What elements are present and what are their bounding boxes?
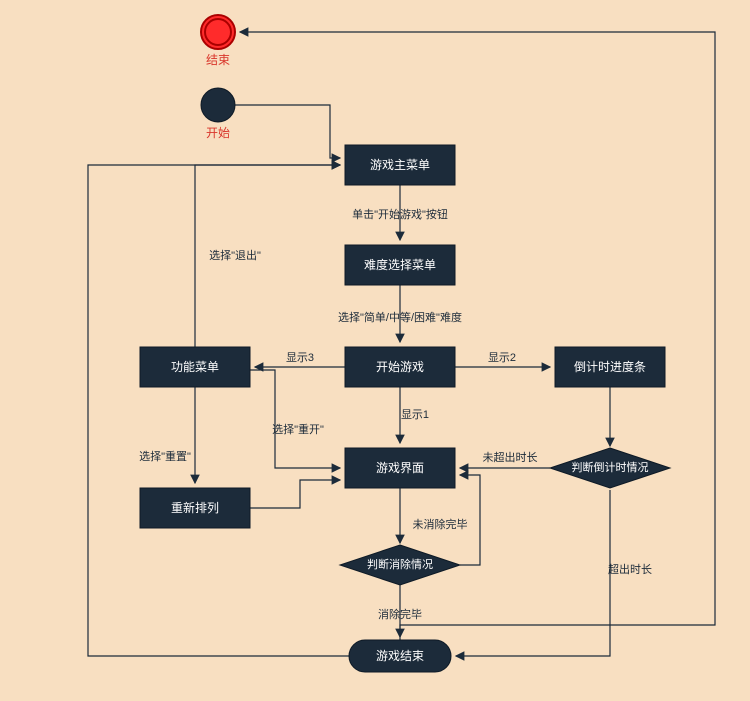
node-check_time: 判断倒计时情况 [550,448,670,488]
edge-label-diff-start: 选择"简单/中等/困难"难度 [338,310,462,324]
node-start_game: 开始游戏 [345,347,455,387]
edge-label-func-restart-ui: 选择"重开" [272,422,324,436]
edge-label-start-func: 显示3 [286,351,314,364]
edge-label-clear-done-over: 消除完毕 [378,607,422,621]
edge-check-out-over [456,490,610,656]
svg-text:判断倒计时情况: 判断倒计时情况 [572,460,649,474]
svg-text:倒计时进度条: 倒计时进度条 [574,359,646,374]
edge-start-main [235,105,340,158]
nodes-layer: 结束开始游戏主菜单难度选择菜单开始游戏 功能菜单 倒计时进度条游戏界面重新排列判断消… [140,15,670,672]
edge-over-main-loop [88,165,349,656]
svg-text:判断消除情况: 判断消除情况 [367,557,433,571]
node-game_ui: 游戏界面 [345,448,455,488]
node-reshuffle: 重新排列 [140,488,250,528]
flowchart-canvas: 单击"开始游戏"按钮选择"简单/中等/困难"难度显示3 显示2 显示1 选择"退出" 选… [0,0,750,701]
start-label: 开始 [206,126,230,140]
svg-text:功能菜单: 功能菜单 [171,360,219,374]
edge-over-end [240,32,715,640]
edge-label-clear-not-ui: 未消除完毕 [413,517,468,531]
node-timer_bar: 倒计时进度条 [555,347,665,387]
edge-label-start-ui: 显示1 [401,408,429,421]
svg-text:重新排列: 重新排列 [171,500,219,515]
edge-reshuffle-ui [250,480,340,508]
edge-label-start-timer: 显示2 [488,351,516,364]
node-start: 开始 [201,88,235,140]
svg-text:游戏结束: 游戏结束 [376,649,424,663]
svg-text:开始游戏: 开始游戏 [376,360,424,374]
svg-text:难度选择菜单: 难度选择菜单 [364,257,436,272]
edge-label-func-exit-main: 选择"退出" [209,248,261,262]
svg-text:游戏界面: 游戏界面 [376,461,424,475]
edge-label-check-out-over: 超出时长 [608,562,652,576]
edge-func-restart-ui [250,370,340,468]
edge-label-func-reset: 选择"重置" [139,449,191,463]
edge-label-main-diff: 单击"开始游戏"按钮 [352,207,448,221]
node-func_menu: 功能菜单 [140,347,250,387]
svg-text:游戏主菜单: 游戏主菜单 [370,158,430,172]
node-game_over: 游戏结束 [349,640,451,672]
end-label: 结束 [206,53,230,67]
node-end: 结束 [201,15,235,67]
edge-label-check-notout-ui: 未超出时长 [483,450,538,464]
node-diff_menu: 难度选择菜单 [345,245,455,285]
node-check_clear: 判断消除情况 [340,545,460,585]
node-main_menu: 游戏主菜单 [345,145,455,185]
